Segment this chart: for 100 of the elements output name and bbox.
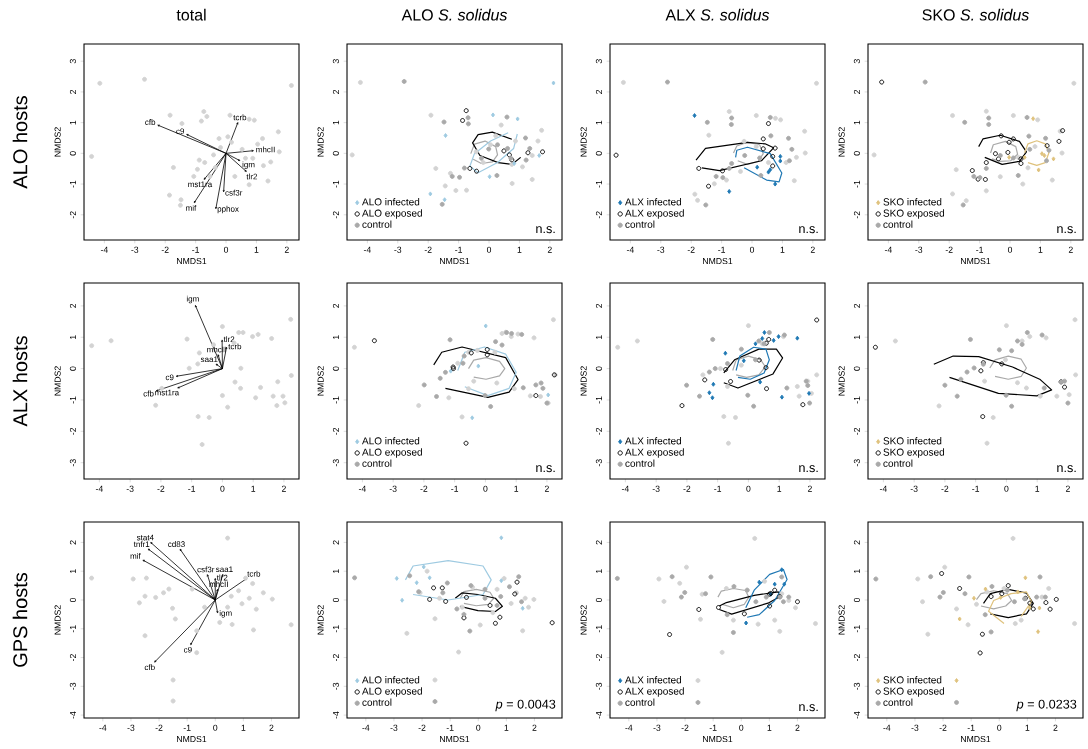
chart-title: ALO S. solidus	[401, 8, 508, 21]
y-tick-label: -2	[853, 427, 860, 435]
annotation: igm	[219, 610, 232, 618]
x-axis-title: NMDS1	[177, 735, 207, 743]
legend-label: SKO exposed	[883, 687, 945, 697]
y-tick-label: 3	[853, 59, 860, 64]
y-tick-label: -2	[69, 654, 76, 662]
x-tick-label: -3	[911, 724, 919, 731]
annotation: cfb	[144, 664, 155, 671]
x-tick-label: -4	[363, 246, 371, 253]
y-tick-label: 2	[332, 303, 339, 308]
y-tick-label: 3	[595, 59, 602, 64]
y-axis-title: NMDS2	[838, 605, 845, 635]
annotation: saa1	[215, 566, 233, 573]
x-tick-label: -2	[418, 724, 426, 731]
x-tick-label: 0	[483, 485, 488, 492]
legend-label: ALO infected	[362, 437, 420, 445]
y-tick-label: -3	[332, 682, 339, 690]
legend-label: SKO infected	[883, 437, 942, 445]
x-tick-label: 0	[739, 724, 744, 731]
y-tick-label: 0	[69, 366, 76, 371]
annotation: n.s.	[536, 226, 555, 234]
x-tick-label: -1	[192, 246, 200, 253]
y-tick-label: 2	[332, 89, 339, 94]
annotation: tnfr1	[133, 541, 150, 548]
x-tick-label: 0	[213, 724, 218, 731]
annotation: tcrb	[233, 114, 247, 121]
annotation: n.s.	[1057, 465, 1076, 473]
y-tick-label: -3	[595, 459, 602, 467]
y-axis-title: NMDS2	[54, 605, 61, 635]
y-axis-title: NMDS2	[317, 605, 324, 635]
y-tick-label: 1	[333, 569, 339, 573]
x-tick-label: -1	[183, 724, 191, 731]
x-tick-label: 2	[532, 724, 537, 731]
x-axis-title: NMDS1	[440, 735, 470, 743]
x-tick-label: 1	[777, 485, 782, 492]
y-tick-label: -4	[596, 711, 602, 719]
legend-label: SKO infected	[883, 676, 942, 684]
y-tick-label: -4	[854, 711, 860, 719]
y-tick-label: 1	[854, 569, 860, 573]
y-axis-title: NMDS2	[580, 127, 587, 157]
annotation: mhcII	[256, 146, 275, 153]
y-tick-label: -2	[332, 211, 339, 219]
legend-label: ALX exposed	[625, 448, 684, 458]
x-tick-label: 2	[284, 246, 289, 253]
annotation: n.s.	[799, 226, 818, 234]
annotation: cfb	[145, 119, 156, 125]
x-tick-label: -2	[683, 485, 691, 492]
y-tick-label: 2	[595, 303, 602, 308]
y-axis-title: NMDS2	[54, 366, 61, 396]
x-tick-label: -3	[389, 485, 397, 492]
legend-label: control	[883, 698, 913, 706]
y-tick-label: -1	[854, 180, 860, 188]
y-tick-label: 0	[853, 151, 860, 156]
y-tick-label: 1	[596, 335, 602, 339]
legend-label: ALO infected	[362, 676, 420, 684]
y-tick-label: 1	[70, 335, 76, 339]
legend-label: control	[883, 220, 913, 228]
y-tick-label: 1	[596, 120, 602, 125]
y-tick-label: 1	[70, 120, 76, 125]
x-tick-label: 2	[807, 485, 812, 492]
y-tick-label: 1	[333, 120, 339, 125]
x-tick-label: -1	[714, 485, 722, 492]
y-tick-label: 0	[332, 597, 339, 603]
x-tick-label: 1	[241, 724, 246, 731]
legend-label: ALO exposed	[362, 209, 422, 219]
x-tick-label: -3	[915, 246, 923, 253]
y-tick-label: -4	[70, 711, 76, 719]
x-tick-label: -4	[879, 485, 887, 492]
y-tick-label: 3	[69, 59, 76, 64]
x-tick-label: -3	[126, 485, 134, 492]
x-tick-label: -4	[358, 485, 366, 492]
y-tick-label: -3	[853, 459, 860, 467]
x-axis-title: NMDS1	[961, 735, 991, 743]
y-tick-label: 1	[70, 569, 76, 573]
annotation: cd83	[168, 541, 185, 548]
legend-label: control	[362, 220, 392, 228]
x-axis-title: NMDS1	[177, 258, 207, 265]
x-tick-label: 1	[514, 485, 519, 492]
chart-title: SKO S. solidus	[922, 8, 1029, 21]
annotation: csf3r	[225, 189, 243, 196]
x-tick-label: 0	[476, 724, 481, 731]
x-tick-label: -1	[188, 485, 196, 492]
x-tick-label: 1	[254, 246, 259, 253]
annotation: igm	[242, 161, 255, 169]
y-tick-label: 2	[69, 89, 76, 94]
y-tick-label: 0	[853, 366, 860, 371]
x-tick-label: -1	[718, 246, 726, 253]
text: ALO hosts	[12, 96, 28, 189]
legend-label: SKO exposed	[883, 209, 945, 219]
x-tick-label: -3	[131, 246, 139, 253]
legend-label: control	[883, 459, 913, 467]
x-tick-label: -2	[161, 246, 169, 253]
x-tick-label: 2	[1065, 485, 1070, 492]
y-tick-label: 2	[853, 89, 860, 94]
x-tick-label: -4	[884, 246, 892, 253]
x-tick-label: -2	[155, 724, 163, 731]
y-tick-label: -2	[69, 427, 76, 435]
legend-label: ALO exposed	[362, 687, 422, 697]
annotation: stat4	[136, 534, 154, 541]
